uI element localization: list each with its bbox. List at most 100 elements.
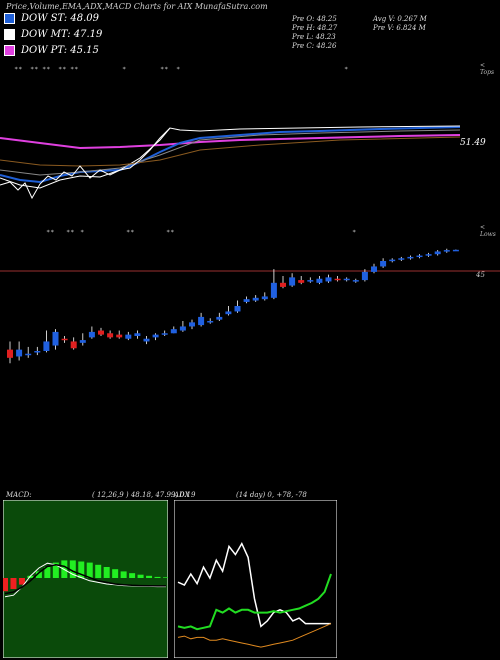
stat-prev-close: Pre C: 48.26: [292, 42, 337, 50]
stat-prev-open: Pre O: 48.25: [292, 15, 337, 23]
candle-body: [189, 322, 195, 327]
candle-body: [16, 349, 23, 357]
svg-text:∗∗: ∗∗: [160, 65, 168, 72]
candle-body: [198, 316, 205, 326]
candle-body: [261, 296, 268, 300]
legend-dow-mt: DOW MT: 47.19: [4, 29, 102, 40]
candle-body: [243, 299, 250, 302]
candle-body: [434, 251, 441, 255]
svg-text:∗∗: ∗∗: [126, 228, 134, 235]
svg-text:∗∗: ∗∗: [46, 228, 54, 235]
stat-prev-vol: Pre V: 6.824 M: [373, 24, 426, 32]
ema-line-blue: [0, 126, 461, 184]
candle-body: [452, 249, 459, 252]
stat-prev-low: Pre L: 48.23: [292, 33, 336, 41]
macd-bar: [95, 564, 102, 578]
adx-line: [177, 541, 331, 628]
svg-text:∗∗: ∗∗: [30, 65, 38, 72]
macd-bar: [44, 567, 51, 578]
candle-body: [225, 311, 232, 315]
svg-text:∗: ∗: [80, 228, 84, 235]
candle-body: [380, 261, 387, 267]
adx-params: (14 day) 0, +78, -78: [236, 491, 307, 499]
candle-body: [398, 258, 405, 260]
candle-body: [334, 278, 341, 281]
macd-bar: [154, 576, 161, 578]
candle-body: [152, 334, 159, 338]
ema-line-brown: [0, 136, 461, 167]
chart-title: Price,Volume,EMA,ADX,MACD Charts for AIX…: [6, 2, 268, 11]
adx-label: ADX: [174, 491, 190, 499]
svg-text:∗∗: ∗∗: [14, 65, 22, 72]
macd-bar: [69, 560, 76, 578]
candle-body: [416, 255, 423, 258]
ema-line-magenta: [0, 134, 461, 150]
candle-body: [352, 280, 359, 282]
candle-body: [316, 278, 323, 283]
plus-di-line: [177, 573, 332, 631]
candle-body: [252, 297, 259, 301]
candle-body: [7, 349, 13, 358]
candle-body: [107, 333, 114, 338]
ema-marks-low: ∗∗ ∗∗ ∗ ∗∗ ∗∗ ∗: [46, 228, 356, 235]
candle-body: [170, 329, 177, 334]
legend-label-mt: DOW MT: 47.19: [21, 29, 103, 40]
candle-body: [116, 334, 123, 338]
candle-body: [325, 277, 332, 282]
candle-body: [289, 277, 296, 286]
macd-params: ( 12,26,9 ) 48.18, 47.99, 0.19: [92, 491, 196, 499]
macd-bar: [163, 577, 168, 578]
candle-body: [88, 331, 95, 338]
candle-body: [143, 338, 150, 342]
candle-body: [179, 326, 186, 331]
candles-group: [7, 248, 459, 364]
minus-di-line: [177, 623, 332, 648]
candle-body: [34, 351, 41, 353]
macd-bar: [146, 575, 153, 578]
candle-body: [52, 331, 59, 346]
price-level-label: 45: [475, 271, 485, 279]
macd-label: MACD:: [6, 491, 32, 499]
candle-body: [234, 306, 241, 312]
macd-bar: [18, 578, 25, 585]
macd-bar: [120, 571, 127, 578]
macd-bar: [10, 578, 17, 589]
macd-bar: [103, 567, 110, 578]
stat-prev-high: Pre H: 48.27: [292, 24, 338, 32]
svg-text:∗: ∗: [122, 65, 126, 72]
ema-line-white: [0, 125, 461, 189]
ema-line-gray: [0, 129, 461, 176]
candle-body: [307, 280, 314, 282]
candle-body: [371, 266, 377, 272]
legend-swatch-st: [4, 13, 15, 24]
legend-label-pt: DOW PT: 45.15: [21, 45, 99, 56]
candle-body: [70, 341, 77, 349]
price-chart: 51.49 ∗∗ ∗∗ ∗∗ ∗∗ ∗∗ ∗ ∗∗ ∗ ∗ ∗∗ ∗∗ ∗ ∗∗ ∗∗ ∗ 45: [0, 65, 500, 364]
candle-body: [361, 271, 368, 281]
candle-body: [207, 321, 214, 323]
candle-body: [61, 338, 68, 341]
svg-text:∗∗: ∗∗: [42, 65, 50, 72]
stat-avg-vol: Avg V: 0.267 M: [373, 15, 427, 23]
tops-label: < Tops: [480, 62, 495, 76]
legend-label-st: DOW ST: 48.09: [21, 13, 100, 24]
candle-body: [125, 334, 132, 339]
ema-price-label: 51.49: [460, 138, 486, 148]
macd-bar: [112, 569, 119, 578]
macd-bar: [52, 562, 59, 578]
svg-text:∗: ∗: [176, 65, 180, 72]
macd-bar: [137, 574, 144, 578]
candle-body: [25, 353, 32, 356]
macd-bar: [78, 561, 85, 578]
macd-panel: [3, 500, 168, 658]
ema-line-zigzag: [0, 127, 171, 200]
adx-panel: [174, 500, 337, 658]
svg-text:∗∗: ∗∗: [58, 65, 66, 72]
svg-text:∗∗: ∗∗: [166, 228, 174, 235]
candle-body: [270, 282, 277, 298]
legend-dow-pt: DOW PT: 45.15: [4, 45, 99, 56]
ema-lines: [0, 125, 461, 200]
macd-signal-line: [4, 564, 166, 595]
candle-body: [389, 259, 396, 262]
candle-body: [407, 256, 414, 259]
